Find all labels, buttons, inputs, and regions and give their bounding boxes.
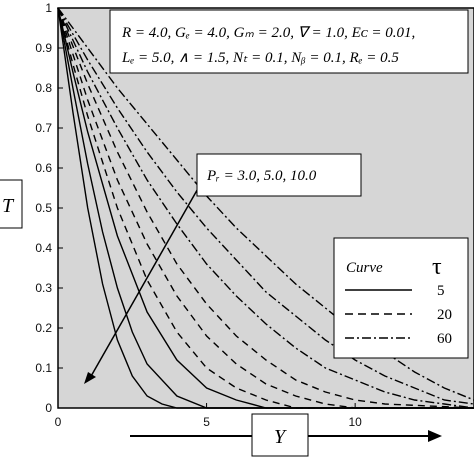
plot-frame: [57, 7, 474, 409]
x-axis-label-text: Y: [274, 426, 287, 448]
legend-title: Curve: [346, 260, 383, 276]
x-axis-label: Y: [130, 413, 442, 457]
ticks-layer: 00.10.20.30.40.50.60.70.80.910 5 10: [35, 1, 362, 429]
y-tick-label: 0.9: [35, 41, 52, 55]
y-tick-label: 0: [45, 401, 52, 415]
legend: Curve τ 5 20 60: [333, 237, 469, 359]
parameters-line-1: R = 4.0, Gₑ = 4.0, Gₘ = 2.0, ∇ = 1.0, Eᴄ…: [121, 25, 415, 41]
legend-value-60: 60: [437, 331, 452, 347]
y-tick-label: 0.1: [35, 361, 52, 375]
series-dashdot-6: [57, 7, 474, 409]
y-tick-label: 0.2: [35, 321, 52, 335]
pr-arrow-head: [84, 372, 96, 384]
x-direction-arrow-head: [428, 430, 442, 442]
legend-value-5: 5: [437, 283, 445, 299]
pr-annotation: Pᵣ = 3.0, 5.0, 10.0: [84, 153, 362, 384]
y-tick-label: 0.3: [35, 281, 52, 295]
y-tick-label: 1: [45, 1, 52, 15]
pr-annotation-text: Pᵣ = 3.0, 5.0, 10.0: [206, 168, 317, 184]
x-tick-label: 5: [203, 415, 210, 429]
y-tick-label: 0.6: [35, 161, 52, 175]
legend-tau-symbol: τ: [432, 254, 442, 280]
y-axis-label-text: T: [2, 195, 15, 217]
y-tick-label: 0.7: [35, 121, 52, 135]
legend-value-20: 20: [437, 307, 452, 323]
parameters-box: R = 4.0, Gₑ = 4.0, Gₘ = 2.0, ∇ = 1.0, Eᴄ…: [109, 9, 469, 74]
x-tick-label: 10: [348, 415, 362, 429]
series-dashed-5: [57, 7, 474, 409]
parameters-line-2: Lₑ = 5.0, ∧ = 1.5, Nₜ = 0.1, Nᵦ = 0.1, R…: [121, 50, 399, 66]
y-tick-label: 0.5: [35, 201, 52, 215]
pr-arrow-line: [89, 184, 201, 379]
x-tick-label: 0: [55, 415, 62, 429]
series-dashdot-8: [57, 7, 474, 401]
series-dashed-3: [57, 7, 474, 409]
series-dashed-4: [57, 7, 474, 409]
y-tick-label: 0.4: [35, 241, 52, 255]
series-dashdot-7: [57, 7, 474, 405]
series-layer: [57, 7, 474, 409]
y-axis-label: T: [0, 179, 23, 229]
y-tick-label: 0.8: [35, 81, 52, 95]
series-solid-2: [57, 7, 474, 409]
